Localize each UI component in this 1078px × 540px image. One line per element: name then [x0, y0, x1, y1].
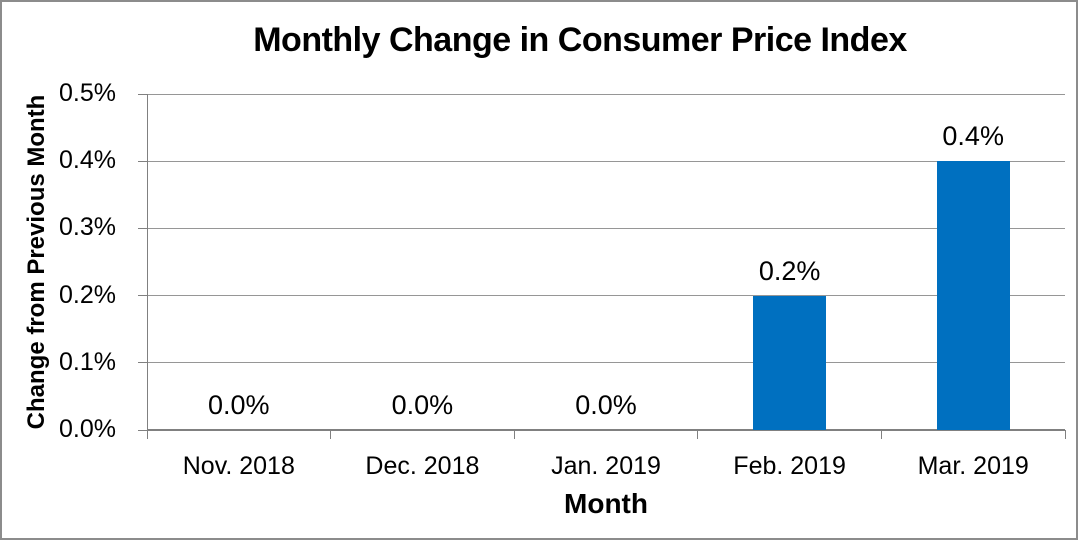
data-label: 0.0% — [391, 390, 454, 420]
x-category-label: Dec. 2018 — [365, 452, 480, 480]
y-tick-label: 0.1% — [59, 347, 116, 376]
y-tick-label: 0.0% — [59, 414, 116, 443]
x-tick-mark — [330, 430, 332, 439]
gridline — [147, 160, 1065, 162]
y-tick-label: 0.3% — [59, 213, 116, 242]
y-tick-mark — [138, 429, 147, 431]
y-tick-label: 0.5% — [59, 78, 116, 107]
x-tick-mark — [146, 430, 148, 439]
x-category-label: Mar. 2019 — [917, 452, 1029, 480]
y-axis-line — [146, 94, 148, 430]
x-category-label: Jan. 2019 — [551, 452, 661, 480]
chart-title: Monthly Change in Consumer Price Index — [253, 21, 907, 59]
x-category-label: Nov. 2018 — [182, 452, 295, 480]
y-tick-mark — [138, 160, 147, 162]
x-tick-mark — [1064, 430, 1066, 439]
x-tick-mark — [513, 430, 515, 439]
y-tick-mark — [138, 295, 147, 297]
y-tick-mark — [138, 93, 147, 95]
y-tick-label: 0.4% — [59, 146, 116, 175]
gridline — [147, 295, 1065, 297]
data-label: 0.4% — [942, 121, 1004, 152]
y-tick-mark — [138, 362, 147, 364]
y-tick-mark — [138, 227, 147, 229]
x-tick-mark — [880, 430, 882, 439]
y-axis-title: Change from Previous Month — [23, 94, 50, 430]
data-label: 0.0% — [575, 390, 637, 420]
x-tick-mark — [697, 430, 699, 439]
bar — [753, 295, 827, 430]
data-label: 0.2% — [758, 255, 821, 286]
data-label: 0.0% — [208, 390, 270, 420]
x-axis-line — [147, 429, 1065, 431]
gridline — [147, 362, 1065, 364]
bar — [936, 161, 1010, 430]
gridline — [147, 227, 1065, 229]
y-tick-label: 0.2% — [59, 280, 116, 309]
gridline — [147, 93, 1065, 95]
x-axis-title: Month — [564, 488, 648, 519]
x-category-label: Feb. 2019 — [733, 452, 846, 480]
